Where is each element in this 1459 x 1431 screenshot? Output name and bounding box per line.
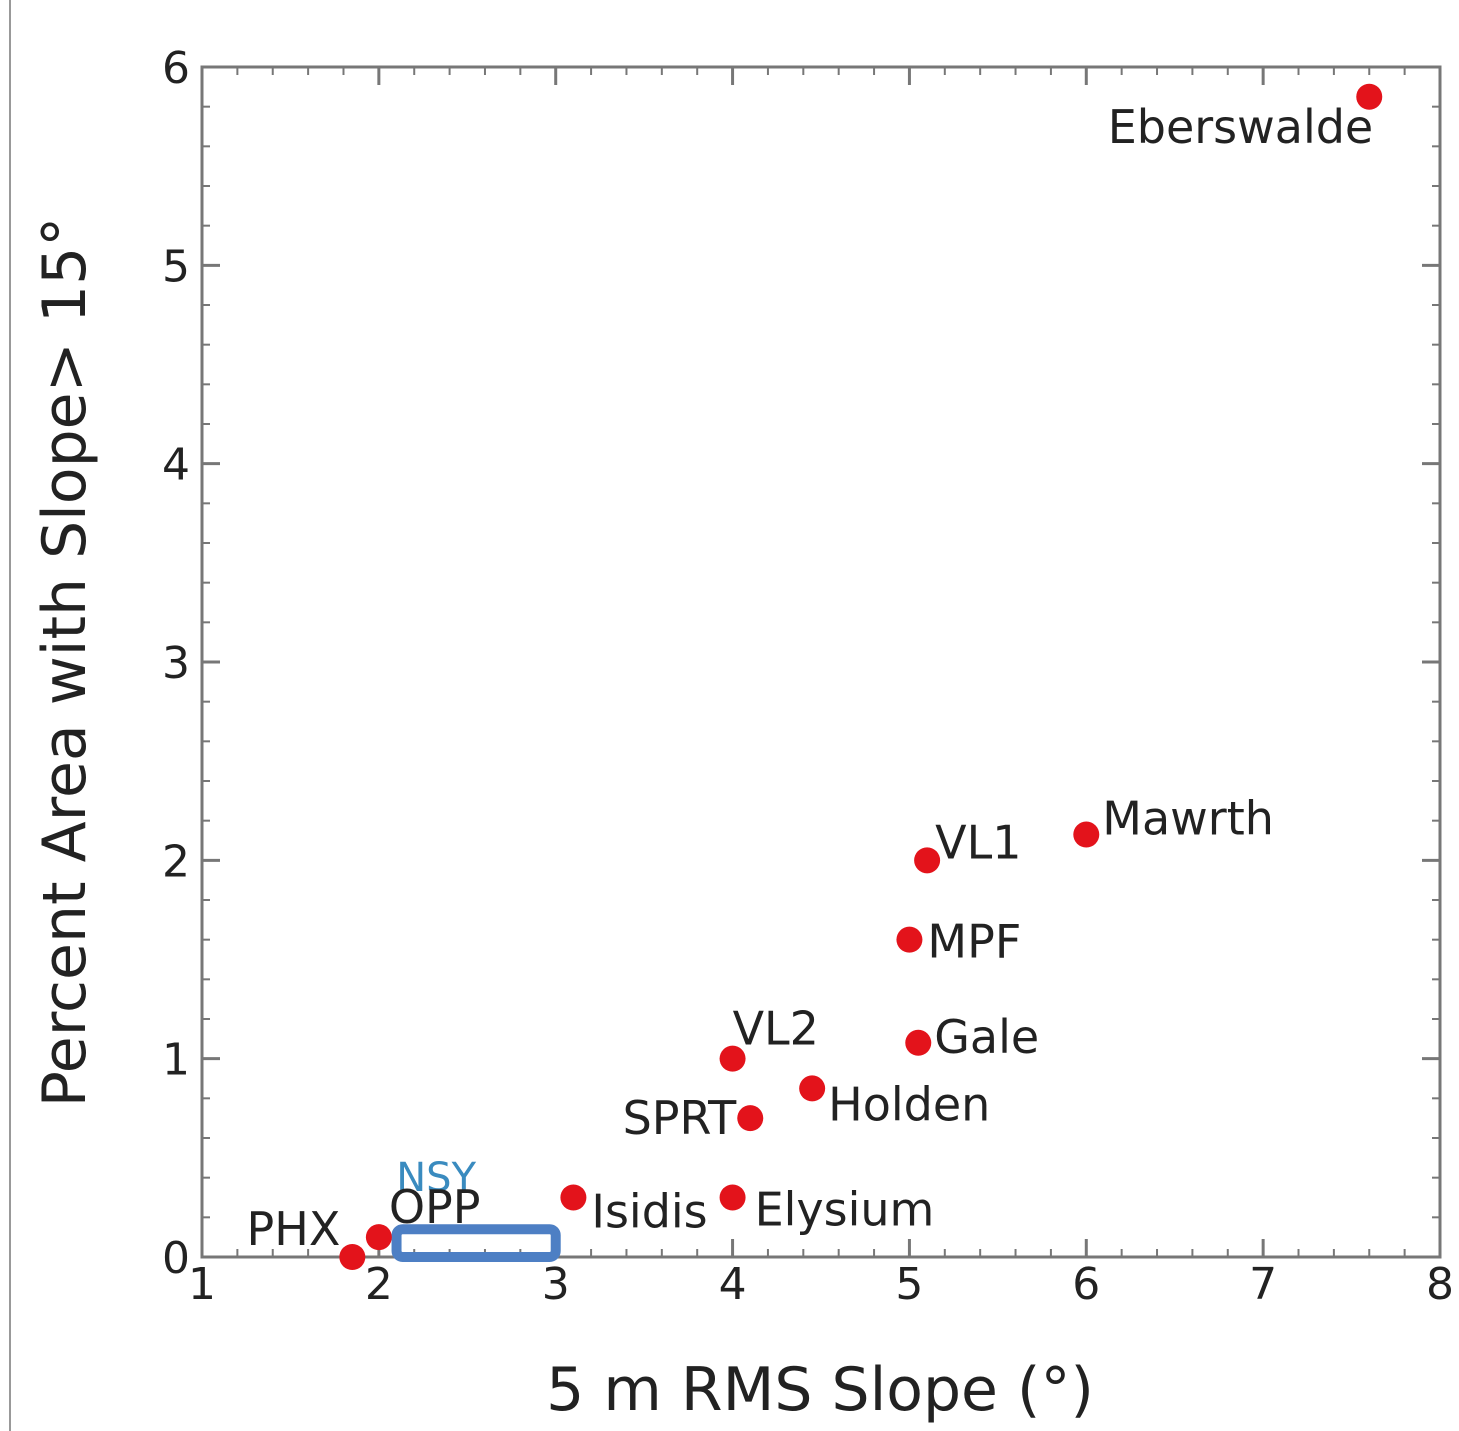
- point-label: PHX: [246, 1202, 340, 1256]
- point-label: OPP: [389, 1180, 481, 1234]
- nsy-region: NSY: [391, 1155, 561, 1262]
- point-label: VL2: [733, 1002, 819, 1056]
- nsy-region-box: [391, 1224, 561, 1262]
- minor-ticks: [201, 66, 1441, 1258]
- major-ticks: [200, 65, 1442, 1259]
- data-point: [1356, 83, 1383, 110]
- y-axis-label: Percent Area with Slope> 15°: [30, 217, 100, 1108]
- y-tick-label: 0: [162, 1233, 190, 1284]
- y-tick-labels: 0 1 2 3 4 5 6: [162, 43, 190, 1284]
- data-point: [719, 1045, 746, 1072]
- data-points: [339, 83, 1383, 1270]
- point-label: SPRT: [623, 1091, 738, 1145]
- x-tick-label: 1: [188, 1259, 216, 1310]
- y-tick-label: 4: [162, 440, 190, 491]
- data-point: [896, 926, 923, 953]
- y-tick-label: 5: [162, 241, 190, 292]
- data-point: [799, 1075, 826, 1102]
- x-tick-label: 7: [1249, 1259, 1277, 1310]
- y-tick-label: 1: [162, 1035, 190, 1086]
- y-tick-label: 6: [162, 43, 190, 94]
- plot-frame: [200, 65, 1442, 1259]
- data-point: [1073, 821, 1100, 848]
- point-label: VL1: [935, 815, 1021, 869]
- y-tick-label: 2: [162, 836, 190, 887]
- x-tick-label: 8: [1426, 1259, 1454, 1310]
- x-tick-label: 2: [365, 1259, 393, 1310]
- data-point: [365, 1224, 392, 1251]
- point-label: Isidis: [591, 1185, 707, 1239]
- data-point: [719, 1184, 746, 1211]
- data-point: [560, 1184, 587, 1211]
- data-point: [339, 1244, 366, 1270]
- x-tick-label: 3: [542, 1259, 570, 1310]
- point-label: Elysium: [755, 1183, 935, 1237]
- x-tick-label: 5: [895, 1259, 923, 1310]
- data-point: [914, 847, 941, 874]
- y-tick-label: 3: [162, 638, 190, 689]
- data-point: [737, 1105, 764, 1132]
- point-label: Holden: [828, 1077, 990, 1131]
- point-label: MPF: [927, 915, 1021, 969]
- nsy-region-label: NSY: [396, 1155, 476, 1201]
- point-label: Gale: [934, 1010, 1039, 1064]
- point-label: Eberswalde: [1108, 100, 1374, 154]
- x-tick-label: 6: [1072, 1259, 1100, 1310]
- x-tick-label: 4: [719, 1259, 747, 1310]
- point-label: Mawrth: [1102, 792, 1274, 846]
- x-tick-labels: 1 2 3 4 5 6 7 8: [188, 1259, 1454, 1310]
- x-axis-label: 5 m RMS Slope (°): [546, 1355, 1094, 1425]
- data-point: [905, 1029, 932, 1056]
